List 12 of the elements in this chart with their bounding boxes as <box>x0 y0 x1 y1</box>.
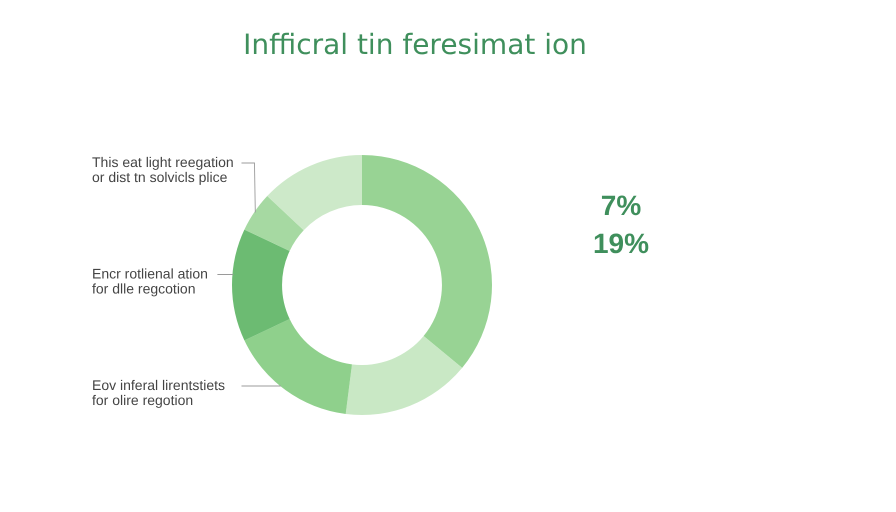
slice-label: This eat light reegation or dist tn solvicls plice <box>92 154 234 185</box>
text: 7% <box>600 190 642 221</box>
donut-slice <box>267 155 362 230</box>
donut-slice <box>244 196 304 251</box>
donut-slice <box>346 336 462 415</box>
donut-slice <box>362 155 492 368</box>
chart-title: Infficral tin feresimat ion <box>243 28 587 61</box>
donut-slice <box>244 319 352 414</box>
donut-slice <box>232 230 290 340</box>
slice-label: Encr rotlienal ation for dlle regcotion <box>92 266 208 296</box>
text: 19% <box>592 228 650 259</box>
slice-label: Eov inferal lirentstiets for olire regotion <box>92 377 226 408</box>
